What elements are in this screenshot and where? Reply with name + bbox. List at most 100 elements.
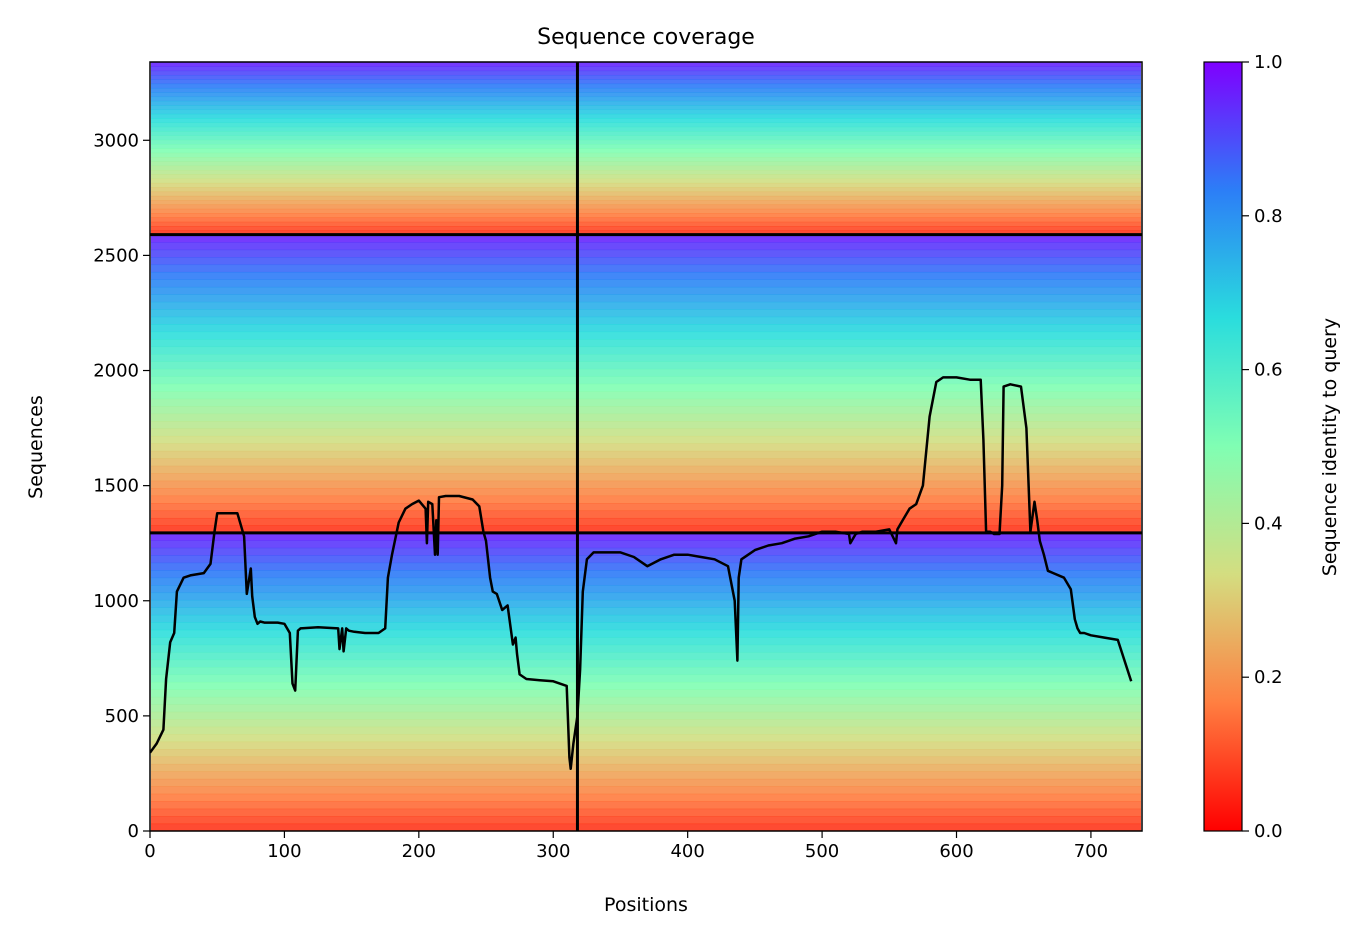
- msa-row-band: [578, 443, 1141, 452]
- msa-row-band: [151, 92, 577, 98]
- msa-row-band: [151, 113, 577, 119]
- msa-row-band: [151, 644, 577, 653]
- msa-row-band: [578, 435, 1141, 444]
- msa-row-band: [151, 178, 577, 184]
- msa-row-band: [151, 704, 577, 713]
- msa-row-band: [151, 443, 577, 452]
- msa-row-band: [578, 353, 1141, 362]
- msa-row-band: [578, 413, 1141, 422]
- msa-row-band: [151, 100, 577, 106]
- msa-row-band: [578, 726, 1141, 735]
- msa-row-band: [578, 118, 1141, 124]
- msa-row-band: [578, 126, 1141, 132]
- colorbar-label: Sequence identity to query: [1319, 318, 1341, 576]
- msa-row-band: [151, 637, 577, 646]
- msa-row-band: [578, 629, 1141, 638]
- msa-row-band: [151, 473, 577, 482]
- msa-row-band: [151, 257, 577, 266]
- msa-row-band: [578, 517, 1141, 526]
- msa-row-band: [578, 195, 1141, 201]
- msa-row-band: [151, 495, 577, 504]
- msa-row-band: [151, 525, 577, 534]
- y-tick-label: 1500: [93, 476, 139, 497]
- msa-row-band: [151, 234, 577, 243]
- msa-row-band: [151, 271, 577, 281]
- y-tick-label: 0: [128, 821, 139, 842]
- y-axis-label: Sequences: [25, 395, 47, 499]
- msa-row-band: [578, 495, 1141, 504]
- msa-row-band: [151, 242, 577, 251]
- msa-row-band: [578, 131, 1141, 136]
- y-tick-label: 3000: [93, 130, 139, 151]
- msa-row-band: [578, 92, 1141, 98]
- msa-row-band: [151, 801, 577, 810]
- msa-row-band: [578, 178, 1141, 184]
- msa-row-band: [578, 70, 1141, 76]
- msa-row-band: [578, 503, 1141, 512]
- msa-row-band: [151, 87, 577, 93]
- msa-row-band: [151, 510, 577, 519]
- x-tick-label: 700: [1074, 841, 1108, 862]
- msa-row-band: [578, 208, 1141, 214]
- msa-row-band: [151, 264, 577, 273]
- msa-row-band: [151, 599, 577, 608]
- msa-row-band: [151, 213, 577, 219]
- msa-row-band: [151, 592, 577, 601]
- msa-row-band: [151, 161, 577, 167]
- msa-row-band: [578, 659, 1141, 668]
- msa-row-band: [151, 79, 577, 85]
- msa-row-band: [151, 279, 577, 288]
- msa-row-band: [578, 644, 1141, 653]
- msa-row-band: [578, 741, 1141, 750]
- msa-row-band: [578, 756, 1141, 765]
- y-axis-ticks: 0 500 1000 1500 2000 2500 3000: [93, 130, 150, 842]
- msa-row-band: [578, 816, 1141, 825]
- msa-row-band: [578, 674, 1141, 683]
- colorbar-tick-label: 0.4: [1254, 513, 1283, 534]
- msa-row-band: [578, 719, 1141, 728]
- msa-row-band: [151, 135, 577, 141]
- msa-row-band: [578, 793, 1141, 802]
- msa-row-band: [578, 230, 1141, 236]
- msa-row-band: [151, 208, 577, 214]
- msa-row-band: [151, 174, 577, 180]
- msa-row-band: [578, 226, 1141, 231]
- msa-row-band: [151, 458, 577, 467]
- x-tick-label: 500: [805, 841, 839, 862]
- msa-row-band: [151, 301, 577, 310]
- msa-row-band: [151, 398, 577, 407]
- msa-row-band: [151, 165, 577, 171]
- msa-row-band: [578, 148, 1141, 154]
- msa-row-band: [151, 614, 577, 623]
- msa-row-band: [151, 182, 577, 188]
- msa-row-band: [151, 70, 577, 76]
- msa-row-band: [151, 786, 577, 795]
- msa-row-band: [151, 339, 577, 348]
- msa-row-band: [151, 778, 577, 787]
- msa-row-band: [151, 230, 577, 236]
- plot-frame: [149, 61, 1143, 832]
- msa-row-band: [578, 74, 1141, 80]
- colorbar-tick-label: 1.0: [1254, 52, 1283, 73]
- msa-row-band: [578, 96, 1141, 102]
- msa-row-band: [578, 585, 1141, 594]
- msa-row-band: [578, 406, 1141, 415]
- msa-row-band: [151, 62, 577, 67]
- msa-row-band: [578, 488, 1141, 497]
- msa-row-band: [151, 622, 577, 631]
- msa-row-band: [151, 517, 577, 526]
- msa-row-band: [151, 428, 577, 437]
- msa-row-band: [578, 391, 1141, 400]
- msa-row-band: [578, 200, 1141, 206]
- msa-row-band: [578, 152, 1141, 158]
- x-tick-label: 100: [267, 841, 301, 862]
- msa-row-band: [578, 398, 1141, 407]
- colorbar-tick-label: 0.8: [1254, 206, 1283, 227]
- colorbar-tick-label: 0.6: [1254, 360, 1283, 381]
- msa-row-band: [151, 383, 577, 392]
- msa-row-band: [151, 118, 577, 124]
- msa-row-band: [578, 532, 1141, 541]
- msa-row-band: [578, 217, 1141, 223]
- msa-row-band: [578, 734, 1141, 743]
